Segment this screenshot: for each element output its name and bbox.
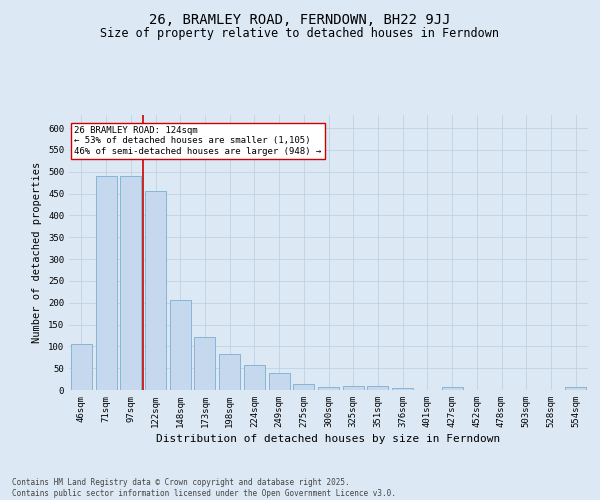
Bar bbox=[244, 365, 265, 390]
Text: Size of property relative to detached houses in Ferndown: Size of property relative to detached ho… bbox=[101, 26, 499, 40]
Bar bbox=[269, 374, 290, 390]
Bar bbox=[318, 386, 339, 390]
Bar bbox=[145, 190, 166, 390]
Text: Contains HM Land Registry data © Crown copyright and database right 2025.
Contai: Contains HM Land Registry data © Crown c… bbox=[12, 478, 396, 498]
Bar bbox=[343, 386, 364, 390]
Bar bbox=[120, 176, 141, 390]
Bar bbox=[442, 388, 463, 390]
Bar bbox=[392, 388, 413, 390]
X-axis label: Distribution of detached houses by size in Ferndown: Distribution of detached houses by size … bbox=[157, 434, 500, 444]
Text: 26, BRAMLEY ROAD, FERNDOWN, BH22 9JJ: 26, BRAMLEY ROAD, FERNDOWN, BH22 9JJ bbox=[149, 12, 451, 26]
Bar bbox=[71, 344, 92, 390]
Bar bbox=[219, 354, 240, 390]
Bar bbox=[95, 176, 116, 390]
Bar bbox=[367, 386, 388, 390]
Bar bbox=[565, 388, 586, 390]
Bar bbox=[293, 384, 314, 390]
Bar bbox=[170, 300, 191, 390]
Y-axis label: Number of detached properties: Number of detached properties bbox=[32, 162, 43, 343]
Text: 26 BRAMLEY ROAD: 124sqm
← 53% of detached houses are smaller (1,105)
46% of semi: 26 BRAMLEY ROAD: 124sqm ← 53% of detache… bbox=[74, 126, 322, 156]
Bar bbox=[194, 336, 215, 390]
